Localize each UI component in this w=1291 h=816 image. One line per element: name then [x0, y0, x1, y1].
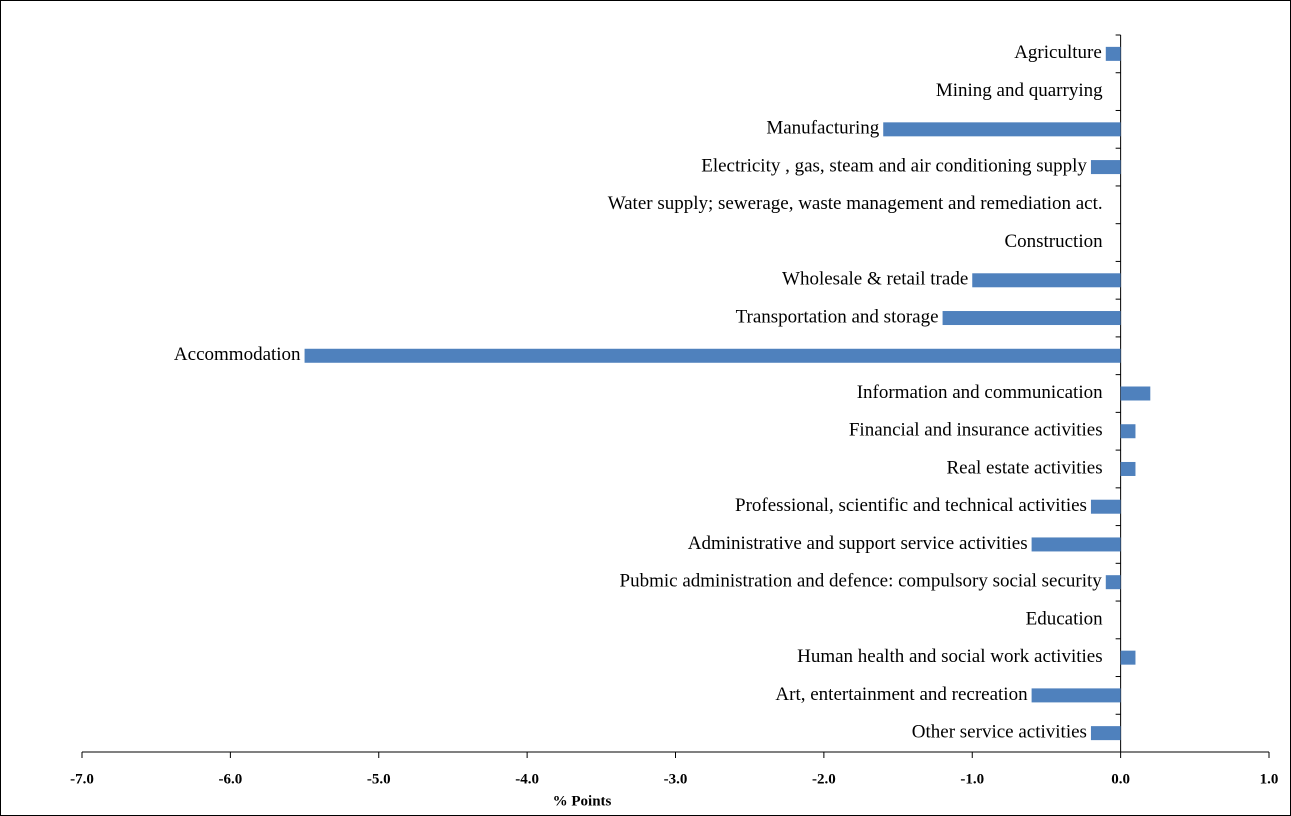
bar — [942, 311, 1121, 326]
bar — [1120, 461, 1136, 476]
category-label: Wholesale & retail trade — [782, 269, 968, 290]
category-label: Real estate activities — [946, 457, 1102, 478]
bar — [1120, 386, 1151, 401]
x-axis-title: % Points — [553, 793, 612, 809]
category-label: Construction — [1004, 231, 1103, 252]
category-label: Other service activities — [912, 721, 1087, 742]
category-label: Financial and insurance activities — [849, 420, 1103, 441]
bar — [304, 348, 1121, 363]
category-label: Education — [1026, 608, 1104, 629]
category-label: Accommodation — [174, 344, 301, 365]
x-tick-label: -3.0 — [664, 771, 688, 787]
category-label: Agriculture — [1014, 42, 1102, 63]
category-label: Human health and social work activities — [797, 646, 1103, 667]
bar — [1031, 688, 1121, 703]
bar — [883, 122, 1121, 137]
category-label: Electricity , gas, steam and air conditi… — [701, 155, 1087, 176]
bar — [1090, 726, 1121, 741]
bar — [1031, 537, 1121, 552]
bar — [1120, 424, 1136, 439]
bar — [1105, 46, 1121, 61]
x-tick-label: -2.0 — [812, 771, 836, 787]
bar — [972, 273, 1121, 288]
category-label: Professional, scientific and technical a… — [735, 495, 1087, 516]
x-tick-label: -4.0 — [515, 771, 539, 787]
category-label: Transportation and storage — [736, 306, 939, 327]
bar — [1090, 160, 1121, 175]
category-label: Manufacturing — [766, 118, 879, 139]
bar — [1090, 499, 1121, 514]
category-label: Information and communication — [857, 382, 1103, 403]
bar — [1105, 575, 1121, 590]
x-tick-label: 1.0 — [1260, 771, 1279, 787]
category-label: Administrative and support service activ… — [688, 533, 1028, 554]
x-tick-label: -7.0 — [70, 771, 94, 787]
x-tick-label: -1.0 — [960, 771, 984, 787]
x-tick-label: -6.0 — [219, 771, 243, 787]
category-label: Mining and quarrying — [936, 80, 1103, 101]
bar — [1120, 650, 1136, 665]
x-tick-label: 0.0 — [1111, 771, 1130, 787]
category-label: Water supply; sewerage, waste management… — [608, 193, 1103, 214]
x-tick-label: -5.0 — [367, 771, 391, 787]
category-label: Pubmic administration and defence: compu… — [620, 571, 1103, 592]
category-label: Art, entertainment and recreation — [775, 684, 1028, 705]
